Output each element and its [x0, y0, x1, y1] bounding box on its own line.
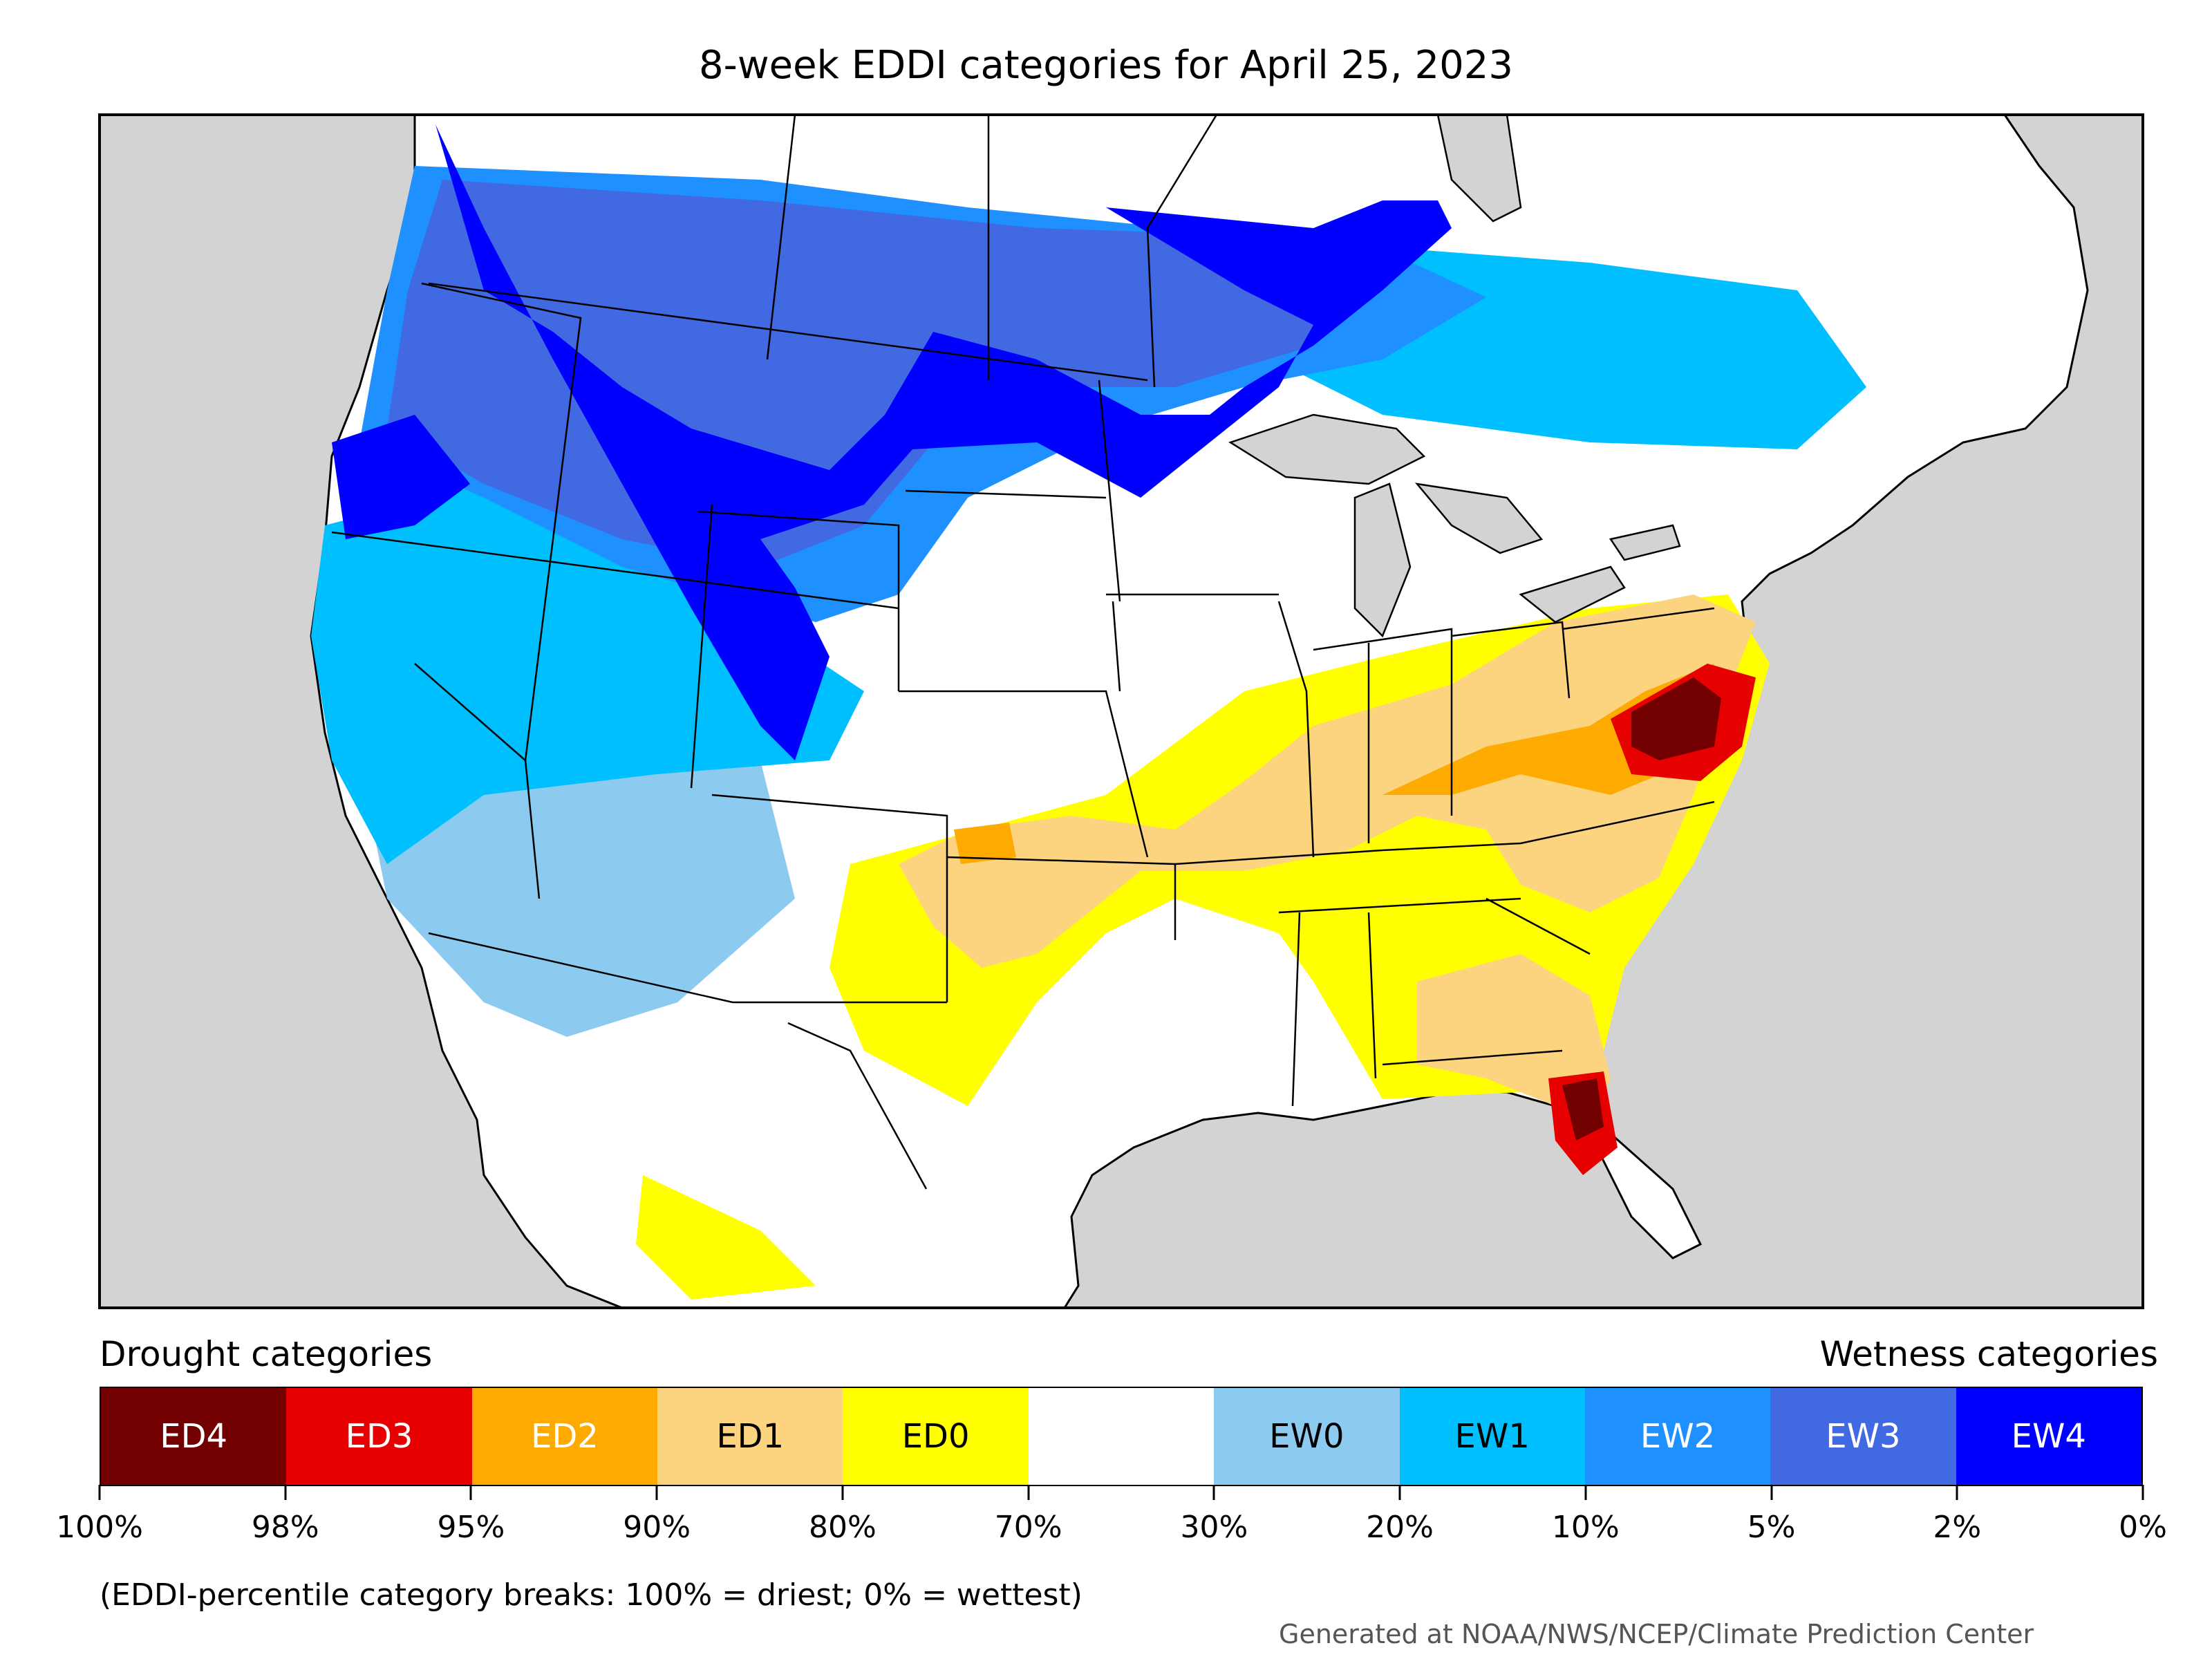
dry-area-ed4-florida: [1562, 1078, 1604, 1141]
colorbar-tick: [98, 1485, 101, 1500]
colorbar-segment: ED2: [471, 1388, 658, 1485]
wet-area-ew1: [311, 484, 864, 864]
colorbar-tick-label: 95%: [437, 1510, 505, 1545]
colorbar-tick: [284, 1485, 287, 1500]
map-frame: [98, 113, 2144, 1309]
colorbar-segment: ED3: [286, 1388, 472, 1485]
category-colorbar: ED4 ED3 ED2 ED1 ED0 EW0 EW1 EW2 EW3 EW4: [100, 1387, 2143, 1486]
colorbar-tick: [1584, 1485, 1587, 1500]
dry-area-ed1: [899, 594, 1756, 968]
colorbar-tick-label: 100%: [56, 1510, 143, 1545]
dry-area-ed2-oklahoma: [954, 823, 1016, 864]
colorbar-tick: [655, 1485, 658, 1500]
colorbar-tick-label: 0%: [2119, 1510, 2167, 1545]
colorbar-segment: ED0: [843, 1388, 1029, 1485]
colorbar-tick: [1956, 1485, 1958, 1500]
state-boundaries: [331, 115, 1715, 1190]
map-title: 8-week EDDI categories for April 25, 202…: [698, 43, 1514, 88]
colorbar-segment: EW2: [1584, 1388, 1771, 1485]
colorbar-tick-label: 70%: [994, 1510, 1062, 1545]
drought-categories-label: Drought categories: [100, 1334, 433, 1374]
dry-area-ed4-virginia: [1631, 677, 1721, 760]
colorbar-tick-label: 2%: [1933, 1510, 1982, 1545]
eddi-map: [98, 113, 2144, 1309]
colorbar-segment: EW1: [1399, 1388, 1585, 1485]
colorbar-tick: [1212, 1485, 1215, 1500]
dry-area-ed0-mexico: [636, 1175, 816, 1300]
colorbar-segment: EW4: [1956, 1388, 2141, 1485]
colorbar-tick-label: 20%: [1366, 1510, 1434, 1545]
wetness-categories-label: Wetness categories: [1819, 1334, 2158, 1374]
wet-area-ew4-coast: [332, 415, 470, 539]
colorbar-tick-label: 98%: [251, 1510, 319, 1545]
colorbar-tick: [1027, 1485, 1030, 1500]
colorbar-segment: ED1: [657, 1388, 843, 1485]
colorbar-tick-label: 30%: [1180, 1510, 1248, 1545]
hudson-bay: [1436, 115, 1522, 223]
wet-area-ew4: [435, 124, 1452, 760]
colorbar-tick: [469, 1485, 472, 1500]
colorbar-segment: EW0: [1214, 1388, 1400, 1485]
credit-text: Generated at NOAA/NWS/NCEP/Climate Predi…: [1279, 1619, 2034, 1649]
colorbar-tick: [1398, 1485, 1401, 1500]
colorbar-tick: [1770, 1485, 1773, 1500]
colorbar-segment: EW3: [1770, 1388, 1956, 1485]
colorbar-segment: [1028, 1388, 1215, 1485]
colorbar-tick-label: 80%: [809, 1510, 877, 1545]
category-breaks-note: (EDDI-percentile category breaks: 100% =…: [100, 1577, 1082, 1613]
colorbar-tick: [841, 1485, 844, 1500]
colorbar-tick-label: 5%: [1747, 1510, 1796, 1545]
colorbar-ticks: [98, 1485, 2144, 1501]
colorbar-tick-label: 10%: [1551, 1510, 1620, 1545]
great-lakes: [1228, 413, 1681, 638]
colorbar-tick-label: 90%: [623, 1510, 691, 1545]
colorbar-tick: [2141, 1485, 2144, 1500]
colorbar-segment: ED4: [101, 1388, 287, 1485]
